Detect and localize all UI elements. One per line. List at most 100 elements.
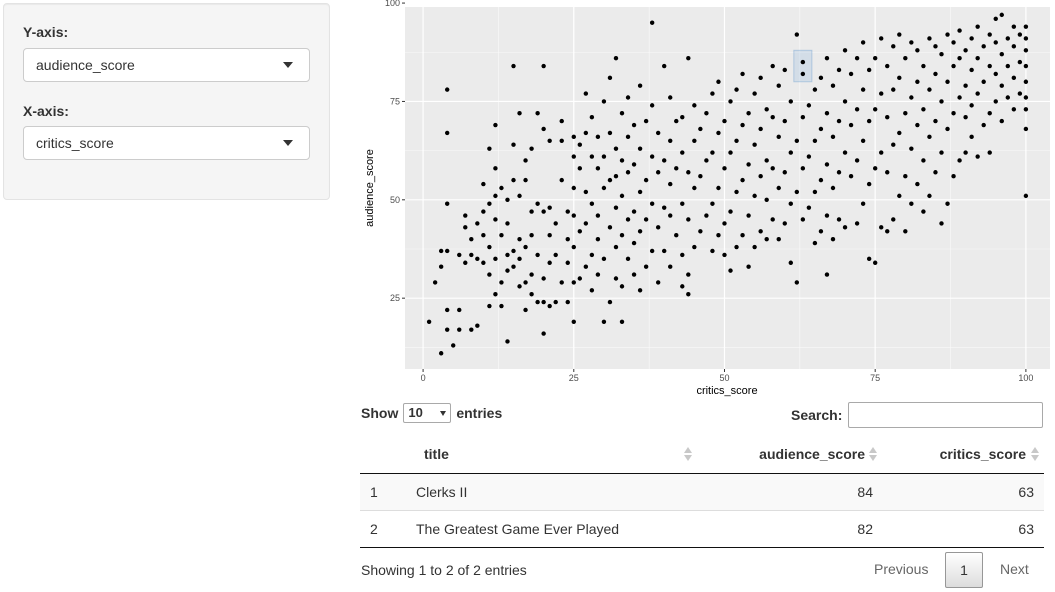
data-point <box>541 299 546 305</box>
chevron-down-icon <box>283 62 293 68</box>
page-button-current[interactable]: 1 <box>945 552 983 588</box>
search-label: Search: <box>791 407 843 423</box>
data-point <box>469 236 474 242</box>
data-point <box>848 71 854 77</box>
data-point <box>734 87 739 92</box>
scatter-plot-svg[interactable]: 0 25 50 75 100 25 50 75 100 critics_score audie… <box>360 0 1055 400</box>
data-point <box>613 173 619 179</box>
data-point <box>975 55 980 61</box>
data-point <box>1017 32 1023 37</box>
data-point <box>637 83 643 88</box>
data-point <box>662 63 667 69</box>
data-point <box>565 236 570 242</box>
data-point <box>613 146 619 151</box>
y-axis-select[interactable]: audience_score <box>23 48 310 82</box>
data-point <box>872 260 878 265</box>
data-point <box>824 162 830 167</box>
data-point <box>649 20 655 25</box>
y-axis-ticks: 25 50 75 100 <box>385 0 405 303</box>
data-point <box>631 162 637 167</box>
data-point <box>897 75 902 81</box>
data-point <box>728 209 733 214</box>
data-point <box>595 213 601 218</box>
data-point <box>565 260 570 265</box>
data-point <box>686 292 691 297</box>
data-point <box>637 189 643 195</box>
data-point <box>463 213 468 218</box>
data-point <box>710 150 715 155</box>
col-header-title[interactable]: title <box>424 446 449 462</box>
data-point <box>776 185 781 191</box>
data-point <box>698 173 703 179</box>
data-point <box>794 32 800 37</box>
data-point <box>619 319 625 324</box>
data-point <box>854 107 860 112</box>
col-header-audience-score[interactable]: audience_score <box>759 446 865 462</box>
data-point <box>613 55 619 61</box>
data-point <box>927 134 932 140</box>
table-info: Showing 1 to 2 of 2 entries <box>361 562 527 578</box>
entries-length-select[interactable]: 10 <box>403 403 452 423</box>
data-point <box>547 205 552 210</box>
data-point <box>674 118 679 124</box>
table-row[interactable]: 1 Clerks II 84 63 <box>360 474 1044 511</box>
data-point <box>469 252 474 258</box>
data-point <box>1023 24 1029 29</box>
scatter-plot[interactable]: 0 25 50 75 100 25 50 75 100 critics_score audie… <box>360 0 1055 400</box>
show-label: Show <box>361 405 399 421</box>
data-point <box>619 233 625 238</box>
data-point <box>1005 63 1011 69</box>
data-point <box>716 79 721 84</box>
y-axis-select-value: audience_score <box>36 57 135 73</box>
data-point <box>981 122 986 128</box>
sidebar-panel: Y-axis: audience_score X-axis: critics_s… <box>3 3 330 200</box>
sort-icon[interactable] <box>869 446 877 462</box>
brush-selection[interactable] <box>793 49 813 83</box>
data-point <box>535 252 540 258</box>
data-point <box>999 52 1004 57</box>
data-point <box>818 75 824 81</box>
data-point <box>921 107 926 112</box>
data-point <box>704 158 709 163</box>
data-point <box>571 213 576 218</box>
data-point <box>734 189 739 195</box>
table-row[interactable]: 2 The Greatest Game Ever Played 82 63 <box>360 511 1044 548</box>
data-point <box>891 87 896 92</box>
data-point <box>951 111 956 116</box>
data-point <box>903 55 908 61</box>
sort-icon[interactable] <box>684 446 692 462</box>
data-point <box>686 272 691 277</box>
data-point <box>740 233 745 238</box>
previous-button[interactable]: Previous <box>874 561 929 577</box>
data-point <box>1023 48 1029 53</box>
data-point <box>1023 79 1029 84</box>
data-point <box>487 303 492 309</box>
data-point <box>607 225 613 230</box>
data-point <box>680 284 685 289</box>
data-point <box>643 264 649 269</box>
data-point <box>499 233 504 238</box>
data-point <box>927 87 932 92</box>
data-point <box>866 67 872 73</box>
data-point <box>999 118 1004 124</box>
data-point <box>830 134 836 140</box>
data-point <box>1023 36 1029 41</box>
data-point <box>595 236 601 242</box>
data-point <box>692 244 697 250</box>
data-point <box>818 229 824 234</box>
data-point <box>571 244 576 250</box>
x-axis-select[interactable]: critics_score <box>23 126 310 160</box>
data-point <box>680 252 685 258</box>
data-point <box>481 181 486 187</box>
search-input[interactable] <box>848 402 1043 428</box>
data-point <box>607 177 613 183</box>
data-point <box>842 48 848 53</box>
data-point <box>643 217 649 222</box>
data-point <box>1023 63 1029 69</box>
sort-icon[interactable] <box>1031 446 1039 462</box>
col-header-critics-score[interactable]: critics_score <box>939 446 1026 462</box>
length-control: Show 10 entries <box>361 403 502 423</box>
data-point <box>836 118 842 124</box>
data-point <box>885 63 890 69</box>
next-button[interactable]: Next <box>1000 561 1029 577</box>
